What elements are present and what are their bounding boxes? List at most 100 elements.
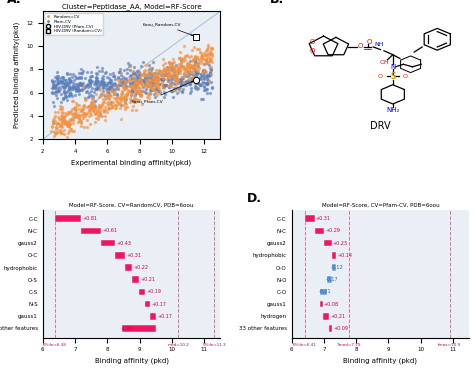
Point <box>86 121 93 127</box>
Point <box>166 62 173 68</box>
Point <box>63 119 70 125</box>
Point <box>111 89 119 95</box>
Point <box>82 111 89 117</box>
Point <box>139 88 147 94</box>
Point <box>131 99 139 105</box>
Point <box>142 73 150 79</box>
Point <box>208 45 215 51</box>
Point <box>72 73 79 79</box>
Point <box>191 61 199 67</box>
Point <box>159 76 167 82</box>
Point <box>105 89 112 95</box>
Point <box>119 84 127 90</box>
Point <box>186 81 194 87</box>
Point <box>145 79 153 85</box>
Point <box>164 66 171 72</box>
Point <box>197 58 204 64</box>
Text: +0.08: +0.08 <box>323 302 338 306</box>
Point <box>198 53 206 59</box>
Point <box>104 86 112 92</box>
Point <box>137 93 145 99</box>
Point <box>145 71 152 77</box>
Point <box>125 88 133 94</box>
Point <box>115 74 122 80</box>
Point <box>199 96 207 102</box>
Point <box>53 82 60 88</box>
Point <box>77 117 84 123</box>
Point <box>129 84 137 90</box>
Point <box>73 86 81 92</box>
Point <box>83 82 91 88</box>
Point <box>131 96 139 102</box>
Text: +0.23: +0.23 <box>333 241 347 246</box>
Point <box>194 70 201 76</box>
Point <box>115 101 123 107</box>
Point <box>199 68 207 73</box>
Point <box>134 97 142 103</box>
Point <box>144 68 152 74</box>
Point <box>70 98 77 104</box>
Point <box>161 68 169 74</box>
Point <box>125 88 132 94</box>
Point <box>185 78 193 84</box>
Point <box>69 80 77 86</box>
Point <box>141 74 149 80</box>
Point <box>168 81 175 87</box>
Point <box>194 56 201 62</box>
Point <box>150 86 157 92</box>
Point <box>53 129 60 135</box>
Point <box>109 104 116 110</box>
Point <box>169 74 176 80</box>
Point <box>108 77 115 83</box>
Point <box>143 84 150 90</box>
Point <box>53 95 61 101</box>
Point <box>149 77 157 83</box>
Point <box>204 80 212 86</box>
Point <box>49 83 56 89</box>
Point <box>172 74 180 80</box>
Point <box>58 124 65 130</box>
Point <box>149 86 157 92</box>
Point <box>174 66 182 72</box>
Point <box>160 89 168 95</box>
Text: N: N <box>390 64 395 70</box>
Point <box>174 66 182 72</box>
Point <box>124 87 131 93</box>
Point <box>59 74 66 80</box>
Point <box>121 82 129 88</box>
Point <box>147 87 155 93</box>
Point <box>87 112 94 118</box>
Point <box>85 107 92 113</box>
Point <box>67 86 75 92</box>
Point <box>188 62 195 68</box>
Point <box>149 76 157 82</box>
Point <box>57 116 64 122</box>
Point <box>145 70 153 76</box>
Point <box>196 82 203 88</box>
Point <box>114 85 122 91</box>
Bar <box>150 313 156 319</box>
Point <box>170 85 177 91</box>
Point <box>172 68 179 74</box>
Point <box>149 81 157 86</box>
Point <box>184 69 192 75</box>
Point <box>206 70 214 76</box>
Point <box>134 72 141 78</box>
Point <box>187 90 194 96</box>
Point <box>54 77 62 83</box>
Point <box>101 108 109 114</box>
Point <box>91 86 99 92</box>
Point <box>94 114 102 119</box>
Point <box>89 104 97 109</box>
Bar <box>322 313 329 319</box>
Point <box>198 71 205 77</box>
Point <box>66 92 73 98</box>
Text: -0.21: -0.21 <box>319 289 332 294</box>
Point <box>86 104 94 110</box>
Point <box>166 73 174 79</box>
Point <box>120 85 128 91</box>
Point <box>177 82 185 88</box>
Point <box>106 96 113 102</box>
Point <box>86 77 94 83</box>
Point <box>60 116 68 122</box>
